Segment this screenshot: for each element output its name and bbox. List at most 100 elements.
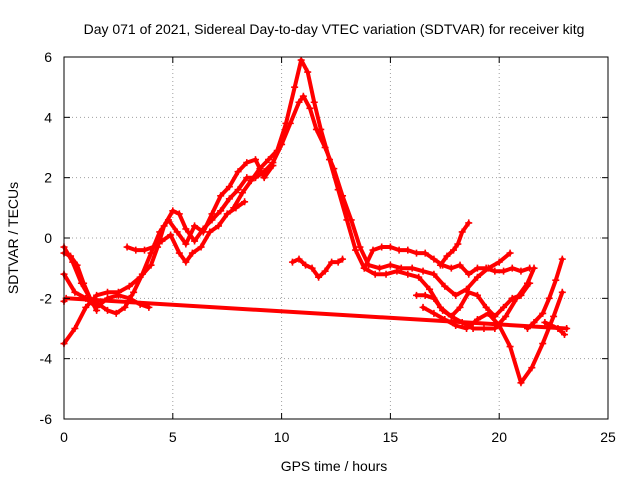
series-sat-g (288, 255, 347, 281)
data-point (164, 216, 172, 224)
data-point (188, 249, 196, 257)
data-point (526, 264, 534, 272)
data-point (269, 162, 277, 170)
data-point (506, 343, 514, 351)
series-trail (414, 281, 532, 319)
data-point (302, 261, 310, 269)
data-point (469, 325, 477, 332)
data-point (317, 125, 325, 133)
data-point (419, 303, 427, 311)
data-point (393, 267, 401, 275)
y-tick-label: 4 (44, 109, 52, 125)
y-tick-label: -4 (40, 351, 53, 367)
data-point (480, 325, 488, 332)
data-point (552, 276, 560, 284)
data-point (413, 249, 421, 257)
data-point (443, 252, 451, 260)
data-point (517, 379, 525, 387)
data-point (447, 312, 455, 320)
data-point (238, 189, 246, 197)
chart-title: Day 071 of 2021, Sidereal Day-to-day VTE… (84, 21, 585, 37)
data-point (104, 306, 112, 314)
data-point (141, 246, 149, 254)
axis-ticks: 0 5 10 15 20 25 -6 -4 -2 0 2 4 6 (40, 49, 616, 445)
data-point (473, 291, 481, 299)
data-point (526, 279, 534, 287)
data-point (223, 210, 231, 218)
data-point (273, 147, 281, 155)
data-point (539, 340, 547, 348)
data-point (430, 255, 438, 263)
data-point (558, 255, 566, 263)
data-point (243, 159, 251, 167)
data-point (282, 119, 290, 127)
y-tick-label: 0 (44, 230, 52, 246)
data-point (463, 325, 471, 332)
data-point (382, 270, 390, 278)
data-point (67, 252, 75, 260)
data-point (334, 186, 342, 194)
data-point (500, 267, 508, 275)
data-point (484, 309, 492, 317)
y-tick-label: 2 (44, 170, 52, 186)
data-point (508, 294, 516, 302)
data-point (247, 177, 255, 185)
x-tick-label: 10 (274, 429, 290, 445)
y-tick-label: -2 (40, 290, 53, 306)
data-point (528, 364, 536, 372)
series-sat-i (413, 279, 534, 320)
data-point (430, 294, 438, 302)
data-point (356, 243, 364, 251)
data-point (80, 279, 88, 287)
data-point (197, 243, 205, 251)
x-tick-label: 5 (169, 429, 177, 445)
data-point (395, 246, 403, 254)
data-point (456, 303, 464, 311)
data-point (191, 237, 199, 245)
data-point (295, 255, 303, 263)
data-point (334, 258, 342, 266)
data-point (506, 249, 514, 257)
data-point (175, 210, 183, 218)
data-point (436, 261, 444, 269)
data-point (73, 261, 81, 269)
data-point (138, 270, 146, 278)
data-point (217, 192, 225, 200)
data-point (421, 291, 429, 299)
data-point (360, 264, 368, 272)
data-point (191, 222, 199, 230)
data-point (456, 261, 464, 269)
data-point (539, 309, 547, 317)
series-trail (438, 220, 471, 268)
data-point (71, 288, 79, 296)
data-points (60, 56, 571, 387)
data-point (325, 156, 333, 164)
data-point (93, 291, 101, 299)
series-sat-f (123, 198, 249, 266)
data-point (217, 207, 225, 215)
data-point (308, 264, 316, 272)
data-point (104, 288, 112, 296)
y-tick-label: 6 (44, 49, 52, 65)
data-point (114, 291, 122, 299)
data-point (465, 219, 473, 227)
data-point (260, 174, 268, 182)
series-trail (525, 257, 565, 331)
data-point (243, 174, 251, 182)
data-point (482, 264, 490, 272)
data-point (234, 168, 242, 176)
data-point (173, 228, 181, 236)
data-point (315, 273, 323, 281)
data-point (473, 273, 481, 281)
data-point (132, 246, 140, 254)
data-point (295, 98, 303, 106)
series-sat-l (523, 255, 566, 332)
data-point (147, 261, 155, 269)
data-point (465, 288, 473, 296)
data-point (339, 255, 347, 263)
data-point (321, 267, 329, 275)
data-point (404, 246, 412, 254)
data-point (500, 303, 508, 311)
data-point (502, 312, 510, 320)
